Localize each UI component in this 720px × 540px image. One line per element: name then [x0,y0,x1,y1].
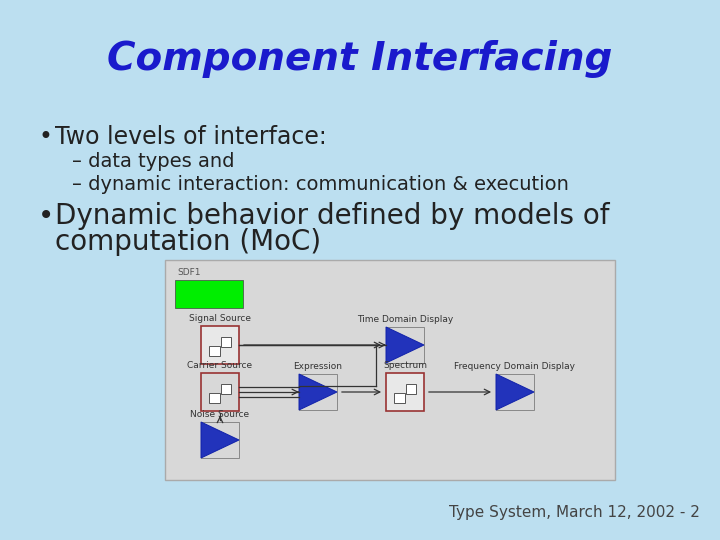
Text: Spectrum: Spectrum [383,361,427,370]
Bar [386,373,424,411]
Bar [210,346,220,356]
Text: Dynamic behavior defined by models of: Dynamic behavior defined by models of [55,202,610,230]
Text: computation (MoC): computation (MoC) [55,228,321,256]
Text: Carrier Source: Carrier Source [187,361,253,370]
Bar [201,373,239,411]
Text: •: • [38,202,54,230]
Text: Component Interfacing: Component Interfacing [107,40,613,78]
Text: Noise Source: Noise Source [190,410,250,419]
Bar [299,374,337,410]
Text: – data types and: – data types and [72,152,235,171]
Text: Two levels of interface:: Two levels of interface: [55,125,327,149]
Bar [201,422,239,458]
Polygon shape [496,374,534,410]
Text: •: • [38,125,52,149]
Bar [165,260,615,480]
Text: Type System, March 12, 2002 - 2: Type System, March 12, 2002 - 2 [449,505,700,520]
Bar [406,383,416,394]
Polygon shape [386,327,424,363]
Bar [496,374,534,410]
Text: Frequency Domain Display: Frequency Domain Display [454,362,575,371]
Bar [175,280,243,308]
Text: Time Domain Display: Time Domain Display [357,315,453,324]
Text: Expression: Expression [294,362,343,371]
Polygon shape [201,422,239,458]
Bar [221,383,231,394]
Bar [210,393,220,403]
Text: Signal Source: Signal Source [189,314,251,323]
Polygon shape [299,374,337,410]
Text: – dynamic interaction: communication & execution: – dynamic interaction: communication & e… [72,175,569,194]
Bar [221,336,231,347]
Text: SDF1: SDF1 [177,268,200,277]
Bar [201,326,239,364]
Bar [386,327,424,363]
Bar [395,393,405,403]
